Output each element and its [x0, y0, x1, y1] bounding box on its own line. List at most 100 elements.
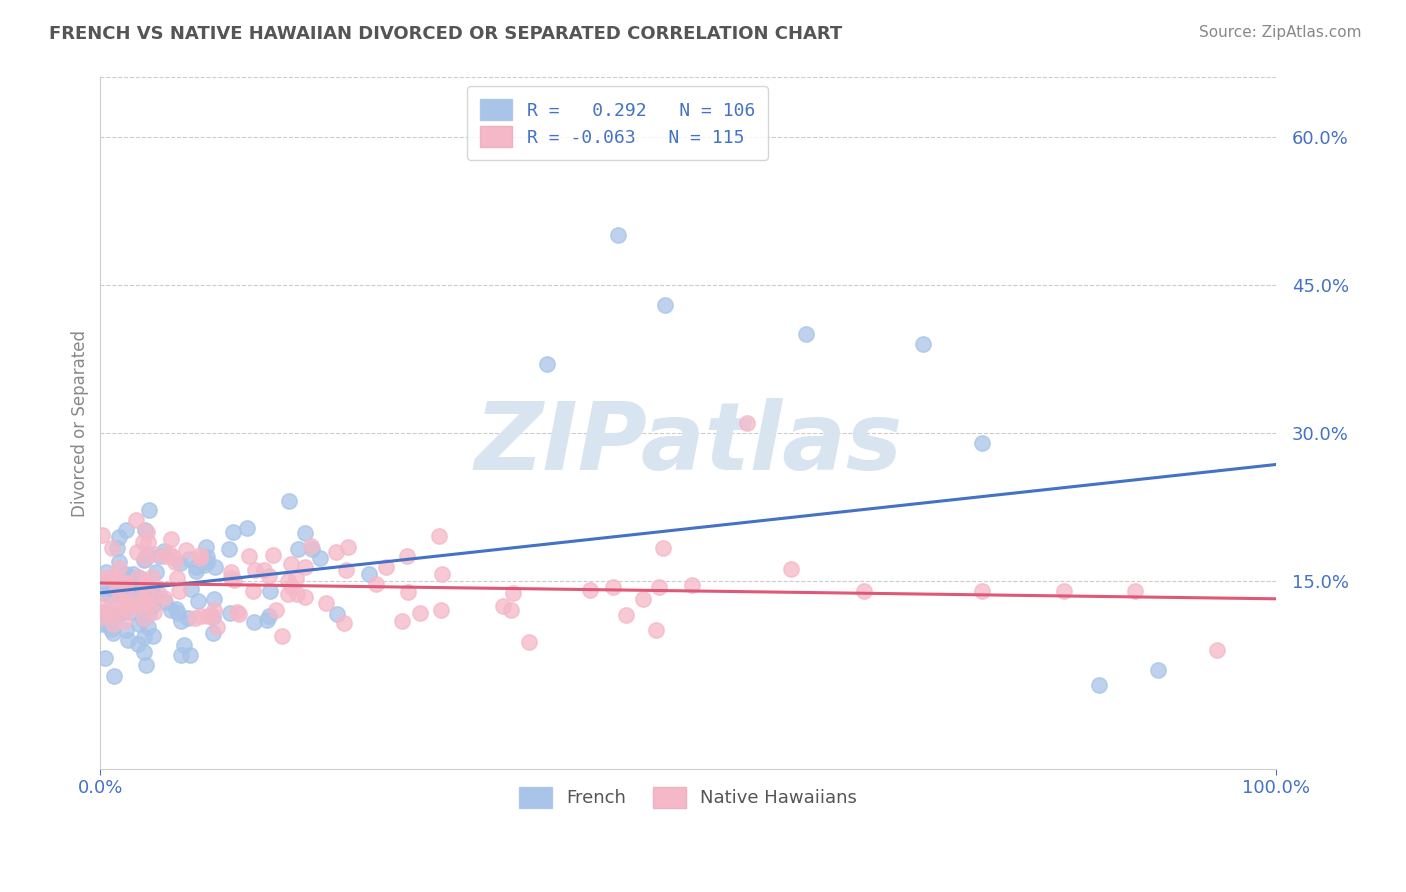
Point — [94, 565, 117, 579]
Point — [96, 604, 118, 618]
Text: FRENCH VS NATIVE HAWAIIAN DIVORCED OR SEPARATED CORRELATION CHART: FRENCH VS NATIVE HAWAIIAN DIVORCED OR SE… — [49, 25, 842, 43]
Point — [108, 591, 131, 606]
Point — [169, 557, 191, 571]
Point — [117, 596, 139, 610]
Point — [202, 603, 225, 617]
Point — [190, 609, 212, 624]
Point — [115, 566, 138, 581]
Point — [427, 528, 450, 542]
Point — [188, 550, 211, 565]
Point — [970, 435, 993, 450]
Point — [970, 583, 993, 598]
Text: ZIPatlas: ZIPatlas — [474, 398, 903, 490]
Point — [112, 574, 135, 589]
Point — [501, 603, 523, 617]
Point — [396, 584, 419, 599]
Point — [105, 609, 128, 624]
Point — [135, 583, 157, 598]
Point — [633, 591, 655, 606]
Point — [202, 592, 225, 607]
Point — [201, 625, 224, 640]
Point — [115, 579, 138, 593]
Point — [141, 629, 163, 643]
Point — [91, 586, 114, 600]
Point — [101, 571, 124, 585]
Point — [912, 337, 935, 351]
Point — [120, 605, 142, 619]
Point — [132, 553, 155, 567]
Point — [93, 605, 115, 619]
Point — [366, 576, 388, 591]
Point — [204, 560, 226, 574]
Point — [579, 583, 602, 598]
Point — [121, 594, 143, 608]
Point — [169, 614, 191, 628]
Point — [134, 550, 156, 565]
Point — [134, 552, 156, 566]
Point — [134, 611, 156, 625]
Point — [114, 624, 136, 638]
Point — [243, 563, 266, 577]
Point — [103, 668, 125, 682]
Point — [117, 632, 139, 647]
Point — [430, 602, 453, 616]
Point — [179, 552, 201, 566]
Point — [224, 573, 246, 587]
Point — [219, 571, 242, 585]
Point — [108, 530, 131, 544]
Point — [1088, 678, 1111, 692]
Point — [299, 539, 322, 553]
Point — [187, 593, 209, 607]
Point — [167, 606, 190, 620]
Point — [153, 595, 176, 609]
Point — [170, 648, 193, 663]
Point — [315, 596, 337, 610]
Point — [122, 576, 145, 591]
Point — [131, 592, 153, 607]
Point — [96, 607, 118, 621]
Point — [153, 549, 176, 563]
Point — [134, 523, 156, 537]
Point — [536, 357, 558, 371]
Point — [127, 637, 149, 651]
Point — [132, 630, 155, 644]
Point — [853, 583, 876, 598]
Point — [135, 574, 157, 588]
Point — [100, 589, 122, 603]
Point — [184, 564, 207, 578]
Point — [128, 571, 150, 585]
Y-axis label: Divorced or Separated: Divorced or Separated — [72, 329, 89, 516]
Point — [165, 602, 187, 616]
Point — [148, 587, 170, 601]
Point — [606, 228, 628, 243]
Point — [1123, 583, 1146, 598]
Point — [200, 607, 222, 622]
Point — [256, 613, 278, 627]
Point — [138, 503, 160, 517]
Point — [157, 546, 180, 560]
Point — [112, 599, 135, 613]
Point — [280, 557, 302, 571]
Point — [242, 584, 264, 599]
Point — [219, 565, 242, 579]
Point — [127, 582, 149, 597]
Point — [176, 610, 198, 624]
Point — [502, 586, 524, 600]
Point — [602, 580, 624, 594]
Point — [735, 416, 758, 430]
Point — [136, 586, 159, 600]
Point — [1053, 583, 1076, 598]
Point — [336, 541, 359, 555]
Point — [134, 645, 156, 659]
Point — [101, 541, 124, 555]
Point — [173, 638, 195, 652]
Point — [301, 542, 323, 557]
Point — [122, 567, 145, 582]
Point — [166, 571, 188, 585]
Point — [112, 582, 135, 597]
Point — [127, 569, 149, 583]
Point — [391, 615, 413, 629]
Point — [277, 574, 299, 589]
Point — [149, 549, 172, 564]
Point — [143, 589, 166, 603]
